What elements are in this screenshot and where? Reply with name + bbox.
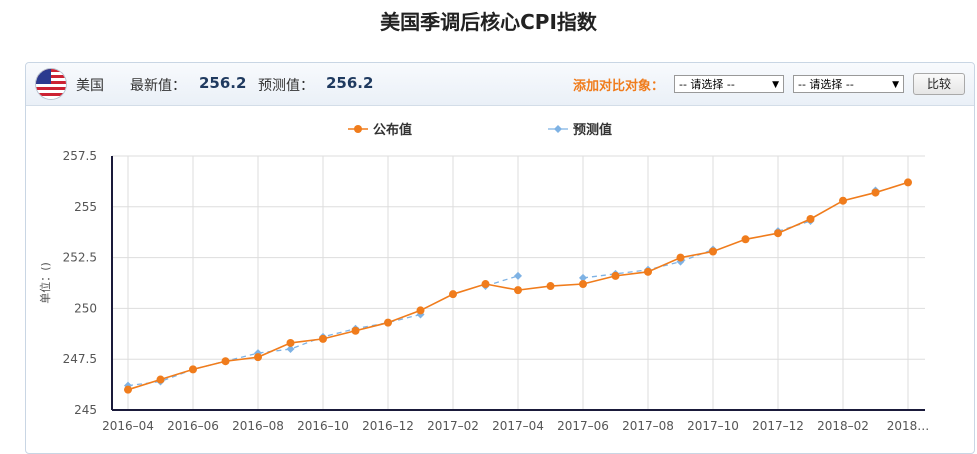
forecast-label: 预测值： xyxy=(258,78,314,94)
y-tick-label: 257.5 xyxy=(63,149,97,163)
page-title: 美国季调后核心CPI指数 xyxy=(380,10,597,34)
published-point xyxy=(579,280,587,289)
x-tick-label: 2016–10 xyxy=(297,419,349,433)
us-flag-icon xyxy=(36,69,66,99)
published-point xyxy=(254,353,262,362)
y-tick-label: 245 xyxy=(74,403,97,417)
published-point xyxy=(156,375,165,384)
y-tick-label: 252.5 xyxy=(63,251,97,265)
published-point xyxy=(741,235,750,244)
x-tick-label: 2017–08 xyxy=(622,419,674,433)
published-point xyxy=(189,365,197,374)
x-tick-label: 2017–10 xyxy=(687,419,739,433)
published-point xyxy=(839,196,847,205)
legend-forecast-marker xyxy=(554,125,562,133)
published-point xyxy=(709,247,717,256)
compare-select-2[interactable]: -- 请选择 -- ▼ xyxy=(793,75,904,93)
published-point xyxy=(514,286,522,295)
x-tick-label: 2018… xyxy=(887,419,930,433)
x-tick-label: 2016–08 xyxy=(232,419,284,433)
published-point xyxy=(416,306,425,315)
published-point xyxy=(644,267,652,276)
y-tick-label: 250 xyxy=(74,301,97,315)
forecast-point xyxy=(514,271,522,280)
latest-label: 最新值： xyxy=(130,78,186,94)
published-point xyxy=(546,282,555,291)
legend-forecast-label: 预测值 xyxy=(573,122,612,138)
forecast-point xyxy=(579,273,587,282)
compare-select-1[interactable]: -- 请选择 -- ▼ xyxy=(674,75,784,93)
x-tick-label: 2017–12 xyxy=(752,419,804,433)
forecast-point xyxy=(286,345,295,354)
compare-label: 添加对比对象： xyxy=(573,79,665,94)
x-tick-label: 2016–04 xyxy=(102,419,154,433)
legend-published-marker xyxy=(354,125,362,133)
published-point xyxy=(286,338,295,347)
x-tick-label: 2017–06 xyxy=(557,419,609,433)
published-point xyxy=(871,188,880,197)
chevron-down-icon: ▼ xyxy=(772,80,779,90)
x-tick-label: 2017–04 xyxy=(492,419,544,433)
compare-select-1-value: -- 请选择 -- xyxy=(679,78,735,91)
y-tick-label: 255 xyxy=(74,200,97,214)
published-point xyxy=(676,253,685,262)
published-point xyxy=(449,290,457,299)
flag-canton xyxy=(36,69,51,84)
published-point xyxy=(806,214,815,223)
published-point xyxy=(774,229,782,238)
compare-select-2-value: -- 请选择 -- xyxy=(798,78,854,91)
chevron-down-icon: ▼ xyxy=(892,80,899,90)
forecast-series-line xyxy=(485,275,519,287)
published-point xyxy=(384,318,392,327)
y-tick-label: 247.5 xyxy=(63,352,97,366)
published-point xyxy=(319,334,327,343)
x-tick-label: 2016–06 xyxy=(167,419,219,433)
published-point xyxy=(221,357,230,366)
latest-value: 256.2 xyxy=(199,74,247,92)
published-point xyxy=(611,271,620,280)
published-point xyxy=(481,280,490,289)
published-point xyxy=(351,326,360,335)
forecast-series-line xyxy=(777,220,811,232)
panel-header: 美国 最新值： 256.2 预测值： 256.2 添加对比对象： -- 请选择 … xyxy=(26,63,974,106)
y-axis-label: 单位：() xyxy=(38,262,52,304)
x-tick-label: 2017–02 xyxy=(427,419,479,433)
x-tick-label: 2016–12 xyxy=(362,419,414,433)
legend-published-label: 公布值 xyxy=(373,122,412,138)
country-label: 美国 xyxy=(76,78,104,94)
x-tick-label: 2018–02 xyxy=(817,419,869,433)
published-point xyxy=(124,385,132,394)
published-point xyxy=(904,178,912,187)
compare-button[interactable]: 比较 xyxy=(913,73,965,95)
forecast-value: 256.2 xyxy=(326,74,374,92)
